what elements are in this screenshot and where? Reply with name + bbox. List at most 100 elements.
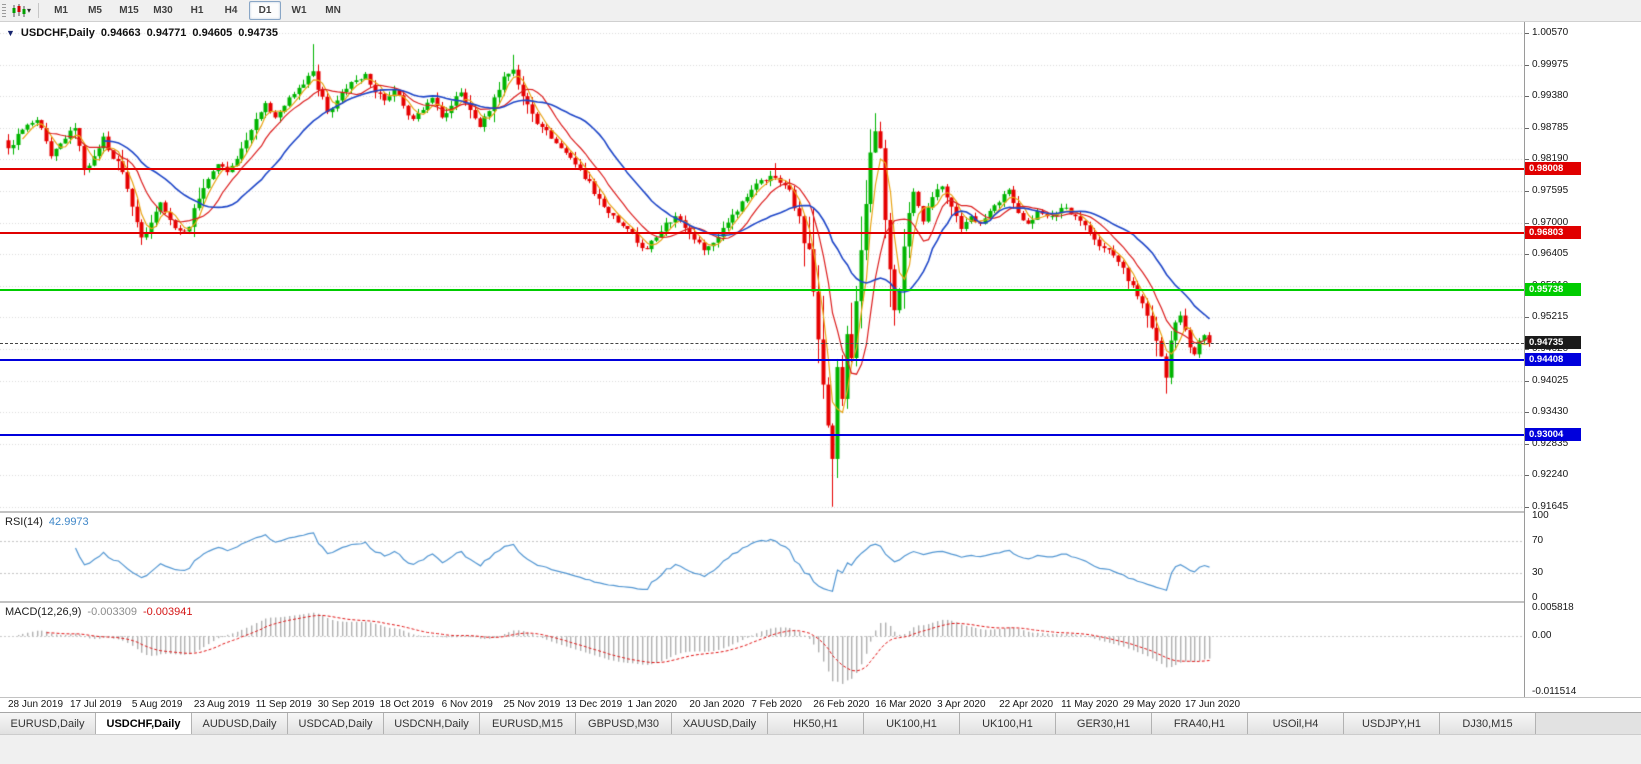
horizontal-line-0.94408[interactable]: [0, 359, 1524, 361]
macd-scale-label: 0.00: [1532, 630, 1552, 641]
date-label: 13 Dec 2019: [565, 699, 623, 710]
timeframe-button-mn[interactable]: MN: [325, 5, 341, 16]
price-tick-label: 0.98190: [1532, 153, 1569, 164]
tab-fra40-h1[interactable]: FRA40,H1: [1152, 713, 1248, 734]
price-level-badge: 0.94408: [1525, 353, 1581, 366]
chart-title: ▼ USDCHF,Daily 0.94663 0.94771 0.94605 0…: [6, 27, 278, 39]
rsi-scale-label: 30: [1532, 567, 1544, 578]
price-tick-label: 0.96405: [1532, 248, 1569, 259]
date-label: 11 Sep 2019: [255, 699, 312, 710]
rsi-scale-label: 70: [1532, 535, 1544, 546]
timeframe-button-m5[interactable]: M5: [88, 5, 102, 16]
price-tick-mark: [1525, 412, 1529, 413]
timeframe-button-d1[interactable]: D1: [249, 1, 282, 20]
price-tick-mark: [1525, 33, 1529, 34]
timeframe-button-m15[interactable]: M15: [119, 5, 139, 16]
timeframe-buttons: M1 M5 M15 M30 H1 H4 D1 W1 MN: [44, 1, 350, 20]
price-tick-mark: [1525, 475, 1529, 476]
rsi-header: RSI(14) 42.9973: [5, 516, 89, 528]
macd-name: MACD(12,26,9): [5, 606, 82, 618]
price-tick-label: 1.00570: [1532, 27, 1569, 38]
price-chart-canvas[interactable]: [0, 22, 1524, 511]
horizontal-line-0.96803[interactable]: [0, 232, 1524, 234]
pane-splitter[interactable]: [0, 601, 1641, 603]
macd-signal-value: -0.003941: [142, 606, 193, 618]
date-label: 25 Nov 2019: [503, 699, 561, 710]
price-tick-label: 0.92240: [1532, 469, 1569, 480]
date-label: 1 Jan 2020: [627, 699, 677, 710]
tab-usdcnh-daily[interactable]: USDCNH,Daily: [384, 713, 480, 734]
price-tick-mark: [1525, 96, 1529, 97]
price-tick-mark: [1525, 128, 1529, 129]
ohlc-low: 0.94605: [192, 27, 233, 39]
toolbar-separator: [38, 3, 40, 18]
price-scale-separator: [1524, 22, 1525, 697]
price-tick-mark: [1525, 444, 1529, 445]
date-label: 29 May 2020: [1123, 699, 1181, 710]
date-label: 6 Nov 2019: [441, 699, 493, 710]
symbol-marker-icon: ▼: [6, 27, 15, 38]
pane-splitter[interactable]: [0, 511, 1641, 513]
date-label: 3 Apr 2020: [937, 699, 986, 710]
price-tick-label: 0.93430: [1532, 406, 1569, 417]
price-level-badge: 0.95738: [1525, 283, 1581, 296]
rsi-value: 42.9973: [48, 516, 89, 528]
ohlc-open: 0.94663: [100, 27, 141, 39]
rsi-name: RSI(14): [5, 516, 43, 528]
ohlc-close: 0.94735: [238, 27, 278, 39]
price-tick-label: 0.92835: [1532, 438, 1569, 449]
price-tick-label: 0.91645: [1532, 501, 1569, 512]
price-tick-mark: [1525, 349, 1529, 350]
chart-dropdown-caret-icon[interactable]: ▾: [27, 6, 32, 15]
timeframe-button-m1[interactable]: M1: [54, 5, 68, 16]
tab-ger30-h1[interactable]: GER30,H1: [1056, 713, 1152, 734]
time-axis[interactable]: 28 Jun 2019 17 Jul 2019 5 Aug 2019 23 Aug 2…: [0, 698, 1524, 712]
date-label: 17 Jun 2020: [1184, 699, 1241, 710]
tab-usdchf-daily[interactable]: USDCHF,Daily: [96, 713, 192, 734]
pane-splitter[interactable]: [0, 697, 1641, 698]
macd-main-value: -0.003309: [87, 606, 137, 618]
price-tick-mark: [1525, 159, 1529, 160]
price-scale[interactable]: 1.00570 0.99975 0.99380 0.98785 0.98190 0.975…: [1525, 22, 1641, 697]
date-label: 17 Jul 2019: [69, 699, 122, 710]
tab-hk50-h1[interactable]: HK50,H1: [768, 713, 864, 734]
date-label: 11 May 2020: [1061, 699, 1119, 710]
chart-icon[interactable]: [9, 3, 27, 19]
toolbar: ▾ M1 M5 M15 M30 H1 H4 D1 W1 MN: [0, 0, 1641, 22]
tab-dj30-m15[interactable]: DJ30,M15: [1440, 713, 1536, 734]
tab-xauusd-daily[interactable]: XAUUSD,Daily: [672, 713, 768, 734]
tab-audusd-daily[interactable]: AUDUSD,Daily: [192, 713, 288, 734]
rsi-scale-label: 100: [1532, 510, 1549, 521]
price-tick-label: 0.99975: [1532, 59, 1569, 70]
horizontal-line-0.93004[interactable]: [0, 434, 1524, 436]
price-tick-label: 0.95215: [1532, 311, 1569, 322]
timeframe-button-h1[interactable]: H1: [190, 5, 204, 16]
price-tick-mark: [1525, 65, 1529, 66]
timeframe-button-m30[interactable]: M30: [153, 5, 173, 16]
horizontal-line-0.95738[interactable]: [0, 289, 1524, 291]
date-label: 18 Oct 2019: [379, 699, 435, 710]
price-tick-mark: [1525, 254, 1529, 255]
tab-uk100-h1[interactable]: UK100,H1: [960, 713, 1056, 734]
current-price-line[interactable]: [0, 343, 1524, 344]
tab-eurusd-m15[interactable]: EURUSD,M15: [480, 713, 576, 734]
ohlc-high: 0.94771: [146, 27, 187, 39]
macd-panel-canvas[interactable]: [0, 603, 1524, 697]
tab-usdjpy-h1[interactable]: USDJPY,H1: [1344, 713, 1440, 734]
tab-usoil-h4[interactable]: USOil,H4: [1248, 713, 1344, 734]
price-tick-label: 0.98785: [1532, 122, 1569, 133]
date-label: 5 Aug 2019: [131, 699, 183, 710]
date-label: 7 Feb 2020: [751, 699, 802, 710]
tab-gbpusd-m30[interactable]: GBPUSD,M30: [576, 713, 672, 734]
price-tick-label: 0.97000: [1532, 217, 1569, 228]
timeframe-button-h4[interactable]: H4: [224, 5, 238, 16]
tab-usdcad-daily[interactable]: USDCAD,Daily: [288, 713, 384, 734]
macd-scale-label: 0.005818: [1532, 602, 1574, 613]
current-price-badge: 0.94735: [1525, 336, 1581, 349]
tab-uk100-h1[interactable]: UK100,H1: [864, 713, 960, 734]
date-label: 20 Jan 2020: [689, 699, 745, 710]
rsi-panel-canvas[interactable]: [0, 513, 1524, 601]
timeframe-button-w1[interactable]: W1: [291, 5, 307, 16]
horizontal-line-0.98008[interactable]: [0, 168, 1524, 170]
tab-eurusd-daily[interactable]: EURUSD,Daily: [0, 713, 96, 734]
